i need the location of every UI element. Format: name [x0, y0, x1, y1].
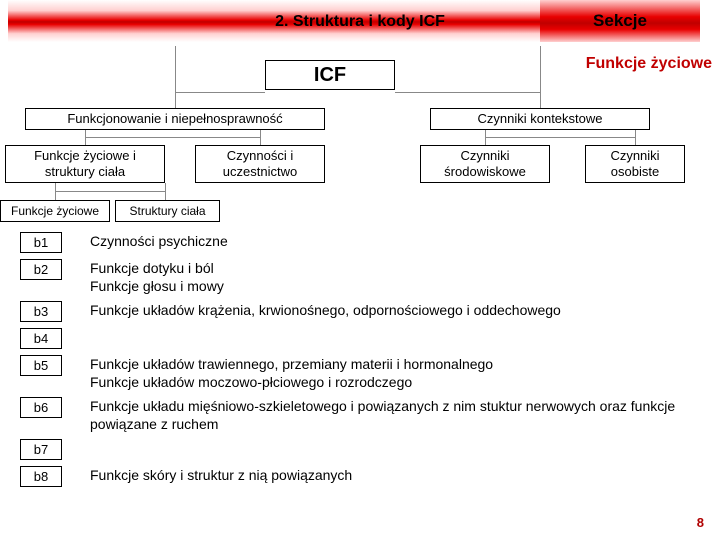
- code-badge: b7: [20, 439, 62, 460]
- code-row: b5 Funkcje układów trawiennego, przemiany…: [20, 355, 710, 391]
- code-row: b1 Czynności psychiczne: [20, 232, 710, 253]
- connector: [85, 130, 86, 146]
- connector: [260, 130, 261, 146]
- code-badge: b4: [20, 328, 62, 349]
- code-row: b2 Funkcje dotyku i bólFunkcje głosu i mo…: [20, 259, 710, 295]
- page-number: 8: [697, 515, 704, 530]
- connector: [165, 183, 166, 201]
- connector: [485, 130, 486, 146]
- code-description: Funkcje dotyku i bólFunkcje głosu i mowy: [90, 259, 224, 295]
- connector: [175, 46, 176, 110]
- code-badge: b2: [20, 259, 62, 280]
- code-badge: b5: [20, 355, 62, 376]
- connector: [540, 46, 541, 110]
- code-row: b6 Funkcje układu mięśniowo-szkieletowego…: [20, 397, 710, 433]
- connector: [55, 191, 165, 192]
- connector: [55, 183, 56, 201]
- node-life-functions: Funkcje życiowe: [0, 200, 110, 222]
- connector: [635, 130, 636, 146]
- code-row: b4: [20, 328, 710, 349]
- connector: [485, 137, 635, 138]
- node-environmental: Czynniki środowiskowe: [420, 145, 550, 183]
- node-icf: ICF: [265, 60, 395, 90]
- code-badge: b6: [20, 397, 62, 418]
- code-row: b8 Funkcje skóry i struktur z nią powiąza…: [20, 466, 710, 487]
- code-badge: b3: [20, 301, 62, 322]
- code-description: Funkcje układów trawiennego, przemiany m…: [90, 355, 493, 391]
- connector: [395, 92, 540, 93]
- code-list: b1 Czynności psychiczne b2 Funkcje dotyku i…: [20, 232, 710, 493]
- node-personal: Czynniki osobiste: [585, 145, 685, 183]
- code-description: Funkcje układów krążenia, krwionośnego, …: [90, 301, 561, 320]
- node-body-functions: Funkcje życiowe i struktury ciała: [5, 145, 165, 183]
- node-functioning: Funkcjonowanie i niepełnosprawność: [25, 108, 325, 130]
- code-description: Funkcje układu mięśniowo-szkieletowego i…: [90, 397, 710, 433]
- connector: [175, 92, 265, 93]
- node-contextual: Czynniki kontekstowe: [430, 108, 650, 130]
- code-row: b7: [20, 439, 710, 460]
- code-description: Funkcje skóry i struktur z nią powiązany…: [90, 466, 352, 485]
- node-activities: Czynności i uczestnictwo: [195, 145, 325, 183]
- code-badge: b8: [20, 466, 62, 487]
- section-label: Sekcje: [593, 11, 647, 31]
- code-badge: b1: [20, 232, 62, 253]
- connector: [85, 137, 260, 138]
- code-description: Czynności psychiczne: [90, 232, 228, 251]
- node-body-structures: Struktury ciała: [115, 200, 220, 222]
- code-row: b3 Funkcje układów krążenia, krwionośnego…: [20, 301, 710, 322]
- subheading: Funkcje życiowe: [586, 55, 712, 73]
- section-badge: Sekcje: [540, 0, 700, 42]
